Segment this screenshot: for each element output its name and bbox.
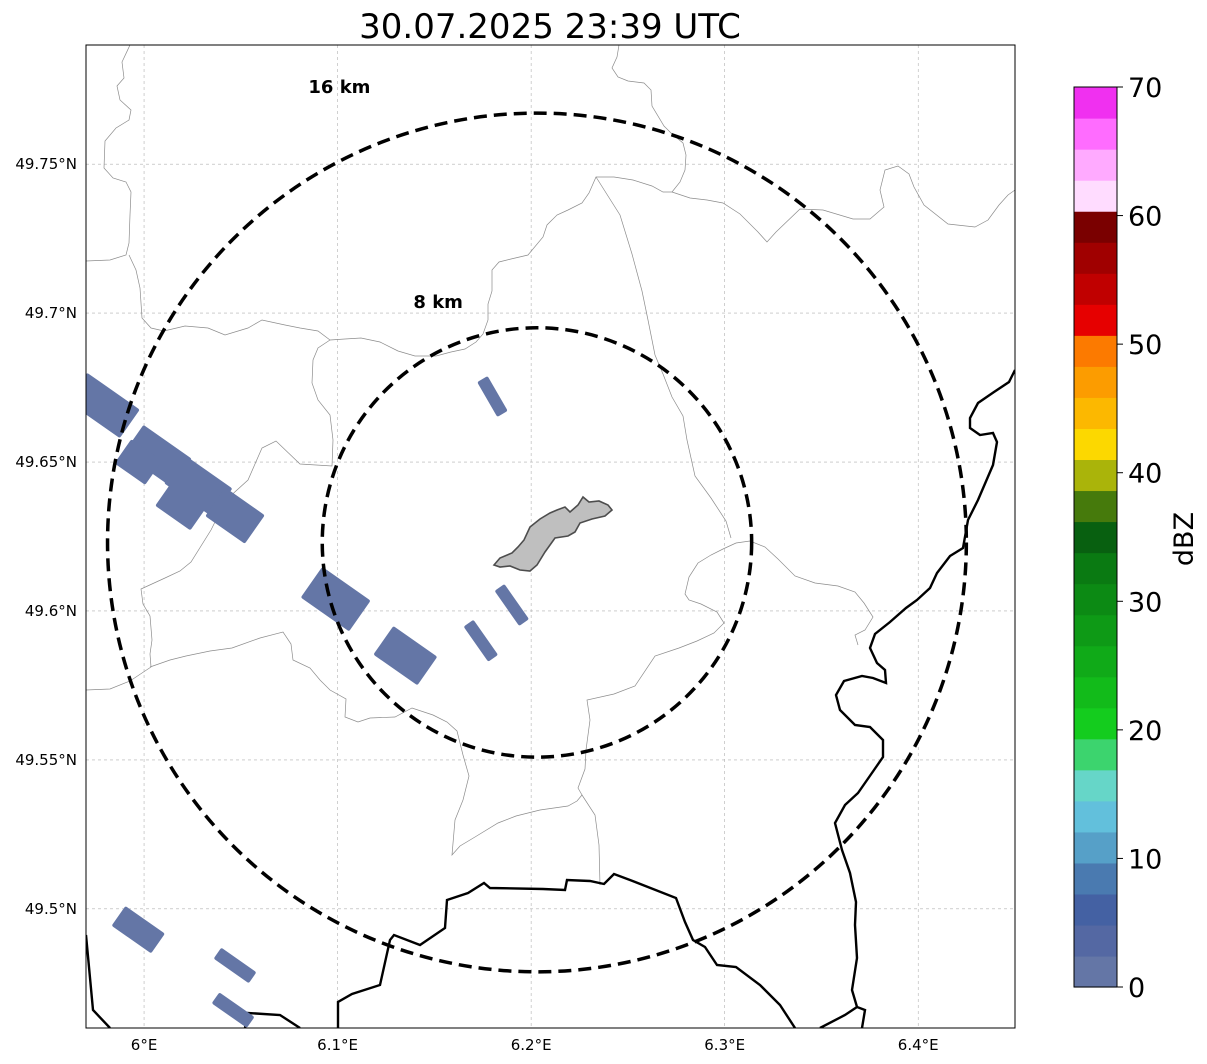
- x-tick-label: 6°E: [131, 1036, 158, 1054]
- colorbar-segment: [1074, 521, 1117, 554]
- colorbar-segment: [1074, 459, 1117, 492]
- colorbar-segment: [1074, 211, 1117, 243]
- colorbar-segment: [1074, 583, 1117, 616]
- range-rings: 8 km 16 km: [105, 77, 969, 974]
- colorbar-segment: [1074, 304, 1117, 336]
- echo-cell: [477, 376, 507, 417]
- radar-echoes: [86, 373, 529, 1028]
- x-tick-label: 6.2°E: [511, 1036, 552, 1054]
- colorbar-segment: [1074, 769, 1117, 802]
- echo-cell: [206, 488, 265, 544]
- echo-cell: [164, 455, 232, 517]
- colorbar-segment: [1074, 366, 1117, 398]
- commune-border-east: [577, 540, 874, 796]
- commune-border-ne: [671, 165, 1015, 243]
- y-tick-label: 49.5°N: [25, 900, 77, 918]
- echo-cell: [212, 993, 254, 1028]
- commune-border-north: [329, 45, 687, 357]
- colorbar-segment: [1074, 180, 1117, 212]
- colorbar-segment: [1074, 273, 1117, 305]
- colorbar-segment: [1074, 552, 1117, 585]
- axis-ticks: 6°E 6.1°E 6.2°E 6.3°E 6.4°E 49.5°N 49.55°N 49.6…: [15, 155, 938, 1054]
- commune-border-west: [86, 45, 132, 262]
- colorbar-segment: [1074, 87, 1117, 119]
- x-tick-label: 6.1°E: [317, 1036, 358, 1054]
- colorbar-segment: [1074, 149, 1117, 181]
- graticule: [86, 45, 1015, 1028]
- colorbar-tick-label: 30: [1128, 587, 1162, 618]
- commune-border-nw: [128, 254, 331, 341]
- echo-cell: [374, 626, 437, 685]
- colorbar-segment: [1074, 955, 1117, 988]
- national-border-south-east-stub: [819, 1006, 858, 1028]
- colorbar-segment: [1074, 893, 1117, 926]
- admin-borders: [86, 45, 1015, 1028]
- colorbar-segment: [1074, 614, 1117, 647]
- colorbar-segment: [1074, 242, 1117, 274]
- national-border-germany: [833, 369, 1015, 1028]
- colorbar-tick-label: 60: [1128, 202, 1162, 233]
- range-ring-8km: [320, 326, 754, 759]
- x-tick-label: 6.4°E: [898, 1036, 939, 1054]
- range-ring-16km: [105, 111, 969, 974]
- echo-cell: [86, 373, 140, 438]
- x-tick-label: 6.3°E: [704, 1036, 745, 1054]
- commune-border-inner-east: [595, 176, 732, 539]
- colorbar-segment: [1074, 676, 1117, 709]
- colorbar-segment: [1074, 924, 1117, 957]
- colorbar-segment: [1074, 397, 1117, 429]
- colorbar-segment: [1074, 862, 1117, 895]
- y-tick-label: 49.6°N: [25, 602, 77, 620]
- echo-cell: [214, 948, 256, 983]
- echo-cell: [301, 567, 370, 631]
- colorbar-tick-label: 20: [1128, 716, 1162, 747]
- echo-cell: [155, 477, 210, 530]
- echo-cell: [495, 584, 529, 626]
- y-tick-label: 49.75°N: [15, 155, 77, 173]
- colorbar-segment: [1074, 645, 1117, 678]
- range-ring-label: 16 km: [308, 77, 370, 98]
- colorbar-segment: [1074, 707, 1117, 740]
- commune-border-south-central: [149, 631, 601, 886]
- colorbar-tick-label: 10: [1128, 844, 1162, 875]
- colorbar-segment: [1074, 335, 1117, 367]
- echo-cell: [112, 906, 165, 953]
- map-title: 30.07.2025 23:39 UTC: [359, 7, 741, 47]
- colorbar-label: dBZ: [1169, 512, 1200, 566]
- city-luxembourg: [492, 495, 614, 572]
- colorbar-frame: [1073, 86, 1118, 988]
- colorbar-tick-label: 70: [1128, 73, 1162, 104]
- y-tick-label: 49.7°N: [25, 304, 77, 322]
- range-ring-label: 8 km: [413, 292, 463, 313]
- colorbar-tick-label: 50: [1128, 330, 1162, 361]
- echo-cell: [115, 439, 162, 485]
- colorbar-tick-label: 40: [1128, 459, 1162, 490]
- echo-cell: [464, 620, 498, 662]
- y-tick-label: 49.55°N: [15, 751, 77, 769]
- colorbar-segment: [1074, 428, 1117, 461]
- colorbar-segment: [1074, 831, 1117, 864]
- colorbar-segment: [1074, 738, 1117, 771]
- y-tick-label: 49.65°N: [15, 453, 77, 471]
- colorbar-tick-label: 0: [1128, 973, 1145, 1004]
- colorbar-segment: [1074, 490, 1117, 523]
- colorbar: 0 10 20 30 40 50 60 70: [1073, 73, 1162, 1004]
- map-frame: [85, 44, 1016, 1029]
- colorbar-segment: [1074, 800, 1117, 833]
- colorbar-segment: [1074, 118, 1117, 150]
